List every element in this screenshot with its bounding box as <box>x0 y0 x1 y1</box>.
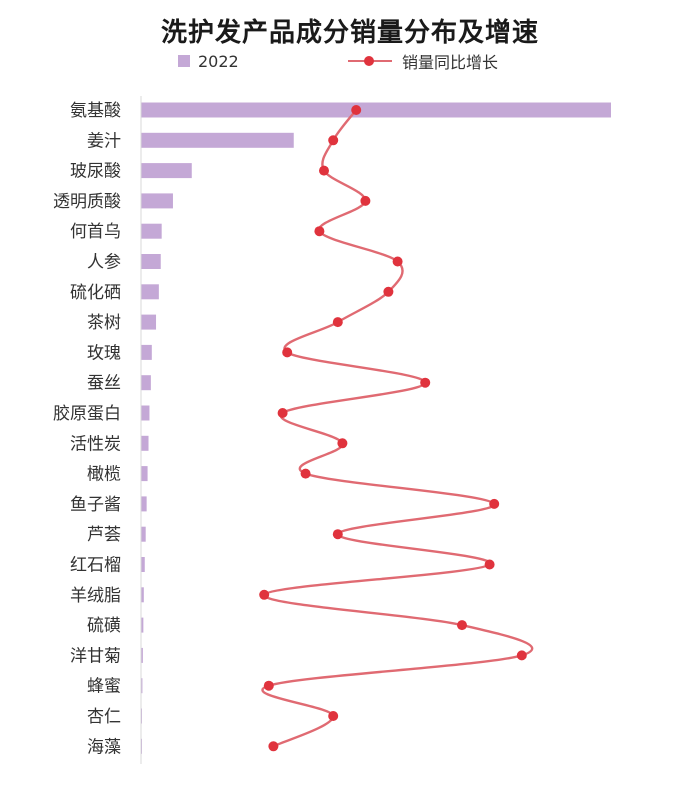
growth-point <box>319 165 329 176</box>
growth-point <box>259 589 270 600</box>
growth-line-layer <box>259 105 534 752</box>
bar <box>141 375 151 391</box>
category-label: 茶树 <box>87 313 121 333</box>
growth-point <box>263 680 274 691</box>
bar <box>141 405 150 421</box>
growth-point <box>383 286 394 297</box>
category-label: 透明质酸 <box>53 192 121 212</box>
legend-line-swatch <box>348 55 392 67</box>
growth-point <box>392 256 403 267</box>
growth-point <box>457 620 467 631</box>
bar <box>141 647 143 663</box>
category-label: 杏仁 <box>87 707 121 727</box>
category-label: 羊绒脂 <box>70 586 121 606</box>
bar <box>141 466 148 482</box>
growth-point <box>314 226 325 237</box>
category-label: 人参 <box>87 253 121 273</box>
bar <box>141 223 162 239</box>
category-label: 橄榄 <box>87 465 121 485</box>
bar <box>141 678 143 694</box>
growth-point <box>277 408 288 418</box>
legend-line-label: 销量同比增长 <box>402 53 499 72</box>
chart-title: 洗护发产品成分销量分布及增速 <box>160 18 539 48</box>
bars-layer <box>141 102 611 754</box>
bar <box>141 132 294 148</box>
category-label: 活性炭 <box>70 434 121 454</box>
bar <box>141 102 611 118</box>
bar <box>141 193 173 209</box>
growth-point <box>360 195 371 206</box>
bar <box>141 526 146 542</box>
bar <box>141 435 149 451</box>
legend-bar-label: 2022 <box>198 51 239 71</box>
category-label: 红石榴 <box>70 556 121 576</box>
category-label: 海藻 <box>87 737 121 757</box>
category-labels: 氨基酸姜汁玻尿酸透明质酸何首乌人参硫化硒茶树玫瑰蚕丝胶原蛋白活性炭橄榄鱼子酱芦荟… <box>53 101 121 757</box>
growth-point <box>332 529 343 540</box>
category-label: 蚕丝 <box>87 374 121 394</box>
bar <box>141 314 157 330</box>
growth-point <box>351 105 362 115</box>
growth-point <box>332 317 343 328</box>
category-label: 何首乌 <box>70 222 121 242</box>
growth-point <box>516 650 527 661</box>
category-label: 硫磺 <box>87 616 121 636</box>
category-label: 姜汁 <box>87 131 121 151</box>
bar <box>141 344 152 360</box>
bar <box>141 284 159 300</box>
legend-bar-swatch <box>178 55 190 67</box>
growth-point <box>268 741 279 752</box>
category-label: 芦荟 <box>87 525 121 545</box>
bar <box>141 254 161 269</box>
bar <box>141 617 144 633</box>
category-label: 鱼子酱 <box>70 495 121 515</box>
growth-point <box>300 468 311 479</box>
bar <box>141 587 144 603</box>
growth-point <box>420 377 431 388</box>
legend-line-series: 销量同比增长 <box>348 50 498 72</box>
bar <box>141 163 192 179</box>
category-label: 氨基酸 <box>70 101 121 121</box>
bar <box>141 496 147 512</box>
growth-point <box>328 135 339 146</box>
growth-point <box>489 498 500 509</box>
category-label: 硫化硒 <box>70 283 121 303</box>
category-label: 胶原蛋白 <box>53 404 121 424</box>
growth-series-line <box>261 109 534 748</box>
legend-bar-series: 2022 <box>178 50 239 72</box>
category-label: 蜂蜜 <box>87 677 121 697</box>
growth-point <box>337 438 348 449</box>
bar <box>141 557 145 572</box>
growth-point <box>328 711 339 721</box>
category-label: 玫瑰 <box>87 343 121 363</box>
category-label: 洋甘菊 <box>70 646 121 666</box>
growth-point <box>282 347 293 358</box>
category-label: 玻尿酸 <box>70 162 121 182</box>
growth-point <box>484 559 495 570</box>
